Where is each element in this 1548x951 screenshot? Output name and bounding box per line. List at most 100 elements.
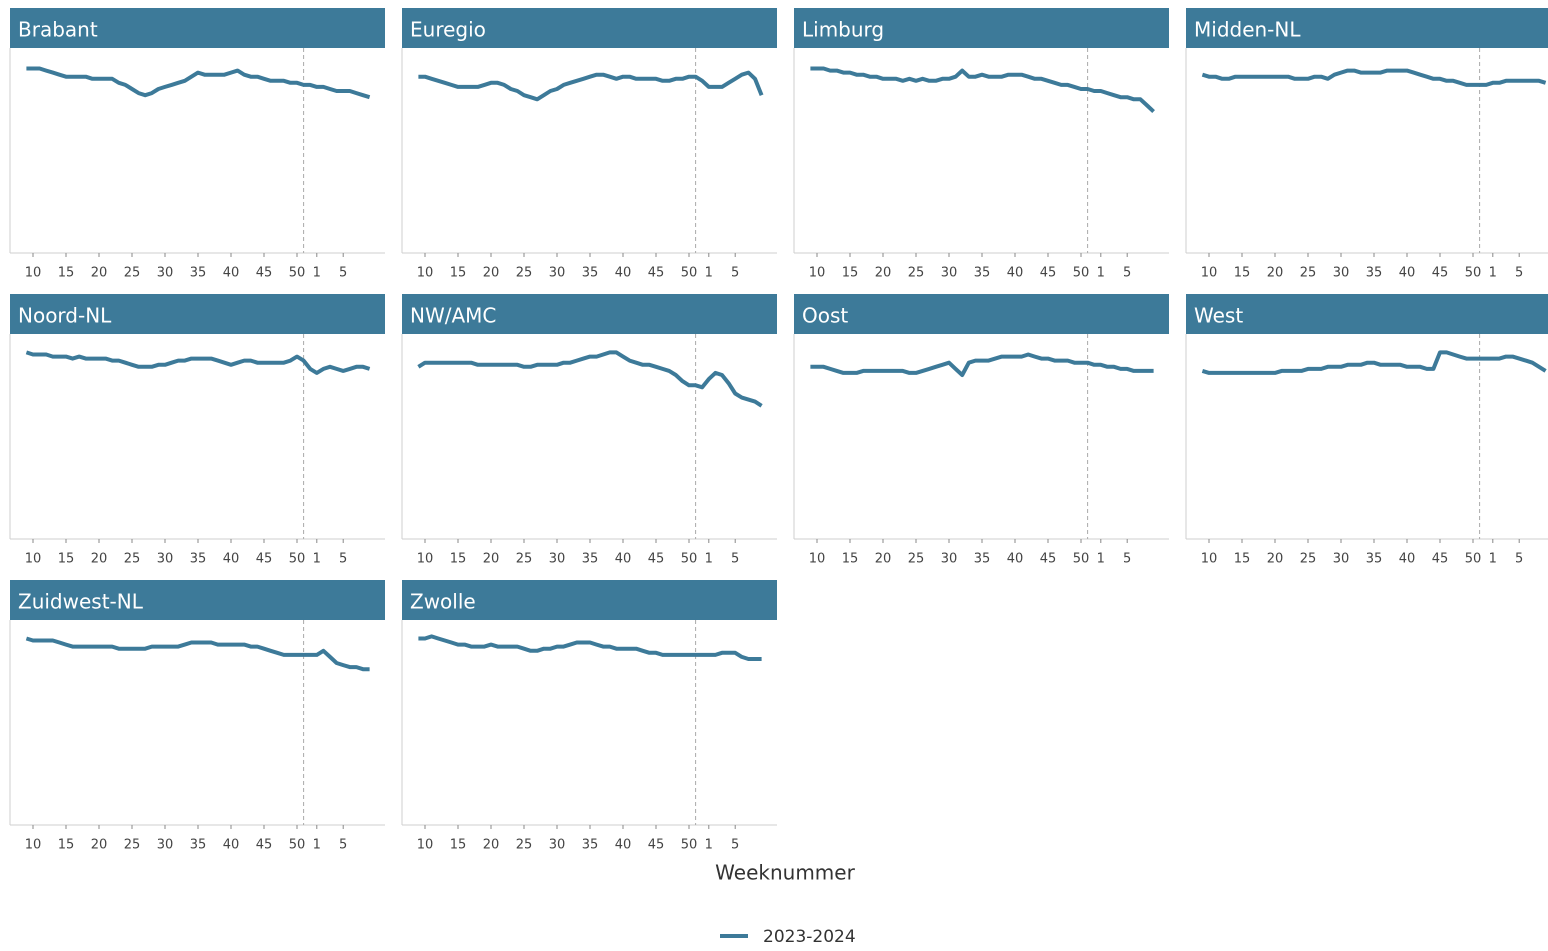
x-tick-label: 25 [1300,552,1317,567]
x-tick-label: 45 [648,552,665,567]
series-line [26,66,371,100]
x-tick-label: 40 [223,838,240,853]
x-tick-label: 45 [256,552,273,567]
x-tick-label: 45 [1040,552,1057,567]
x-tick-label: 45 [1432,266,1449,281]
x-tick-label: 10 [1201,266,1218,281]
x-tick-label: 15 [842,266,859,281]
x-tick-label: 1 [1489,552,1497,567]
panel-header [1186,8,1548,48]
x-tick-label: 40 [1399,552,1416,567]
x-tick-label: 40 [615,838,632,853]
series-line [1201,350,1547,375]
x-tick-label: 50 [1073,266,1090,281]
x-tick-label: 1 [313,266,321,281]
x-tick-label: 15 [842,552,859,567]
x-tick-label: 5 [339,552,347,567]
x-tick-label: 50 [289,552,306,567]
series-line [810,66,1155,114]
x-tick-label: 25 [124,266,141,281]
x-tick-label: 1 [705,838,713,853]
x-tick-label: 25 [516,552,533,567]
x-tick-label: 15 [58,552,75,567]
x-tick-label: 50 [681,552,698,567]
panel-title: Midden-NL [1194,18,1301,42]
x-tick-label: 50 [289,266,306,281]
x-tick-label: 10 [1201,552,1218,567]
panel-header [402,8,777,48]
x-tick-label: 1 [313,552,321,567]
x-tick-label: 20 [875,266,892,281]
x-tick-label: 5 [1123,266,1131,281]
x-tick-label: 45 [1040,266,1057,281]
series-line [417,350,763,408]
x-tick-label: 40 [615,552,632,567]
panel-header [1186,294,1548,334]
panel-title: Noord-NL [18,304,112,328]
x-tick-label: 10 [417,838,434,853]
x-tick-label: 30 [1333,266,1350,281]
x-tick-label: 40 [223,266,240,281]
panel-header [794,8,1169,48]
x-tick-label: 35 [190,552,207,567]
x-tick-label: 35 [974,552,991,567]
panel-title: Zwolle [410,590,476,614]
x-tick-label: 5 [731,266,739,281]
x-tick-label: 50 [1465,266,1482,281]
x-tick-label: 10 [25,838,42,853]
x-tick-label: 30 [157,266,174,281]
panel-header [402,580,777,620]
x-tick-label: 50 [681,838,698,853]
x-tick-label: 5 [731,552,739,567]
x-tick-label: 35 [974,266,991,281]
x-tick-label: 20 [483,838,500,853]
x-tick-label: 5 [1515,266,1523,281]
series-line [810,352,1154,377]
x-tick-label: 5 [731,838,739,853]
x-tick-label: 45 [256,266,273,281]
x-tick-label: 5 [1515,552,1523,567]
x-tick-label: 40 [1399,266,1416,281]
x-tick-label: 45 [648,838,665,853]
x-tick-label: 1 [1097,266,1105,281]
series-line [25,636,370,672]
x-tick-label: 5 [1123,552,1131,567]
x-tick-label: 40 [615,266,632,281]
x-tick-label: 1 [1097,552,1105,567]
x-tick-label: 40 [1007,552,1024,567]
x-tick-label: 35 [582,266,599,281]
x-tick-label: 1 [705,266,713,281]
x-tick-label: 50 [1465,552,1482,567]
series-line [1201,68,1547,87]
panel-title: Zuidwest-NL [18,590,144,614]
panel-header [10,580,385,620]
x-tick-label: 50 [1073,552,1090,567]
x-tick-label: 15 [450,838,467,853]
x-tick-label: 30 [549,266,566,281]
panel-header [794,294,1169,334]
panel-title: Oost [802,304,848,328]
x-tick-label: 15 [1234,266,1251,281]
x-tick-label: 35 [190,266,207,281]
x-tick-label: 40 [1007,266,1024,281]
x-tick-label: 20 [483,266,500,281]
panel-title: Limburg [802,18,884,42]
x-tick-label: 15 [1234,552,1251,567]
panel-header [10,294,385,334]
x-tick-label: 10 [25,552,42,567]
x-tick-label: 20 [483,552,500,567]
x-tick-label: 25 [1300,266,1317,281]
x-tick-label: 1 [313,838,321,853]
x-tick-label: 10 [417,266,434,281]
x-tick-label: 30 [941,552,958,567]
x-tick-label: 10 [809,552,826,567]
x-tick-label: 20 [91,838,108,853]
panel-title: Euregio [410,18,486,42]
x-tick-label: 30 [549,552,566,567]
x-tick-label: 30 [941,266,958,281]
x-tick-label: 25 [516,266,533,281]
panel-title: NW/AMC [410,304,496,328]
panel-header [402,294,777,334]
x-tick-label: 45 [1432,552,1449,567]
